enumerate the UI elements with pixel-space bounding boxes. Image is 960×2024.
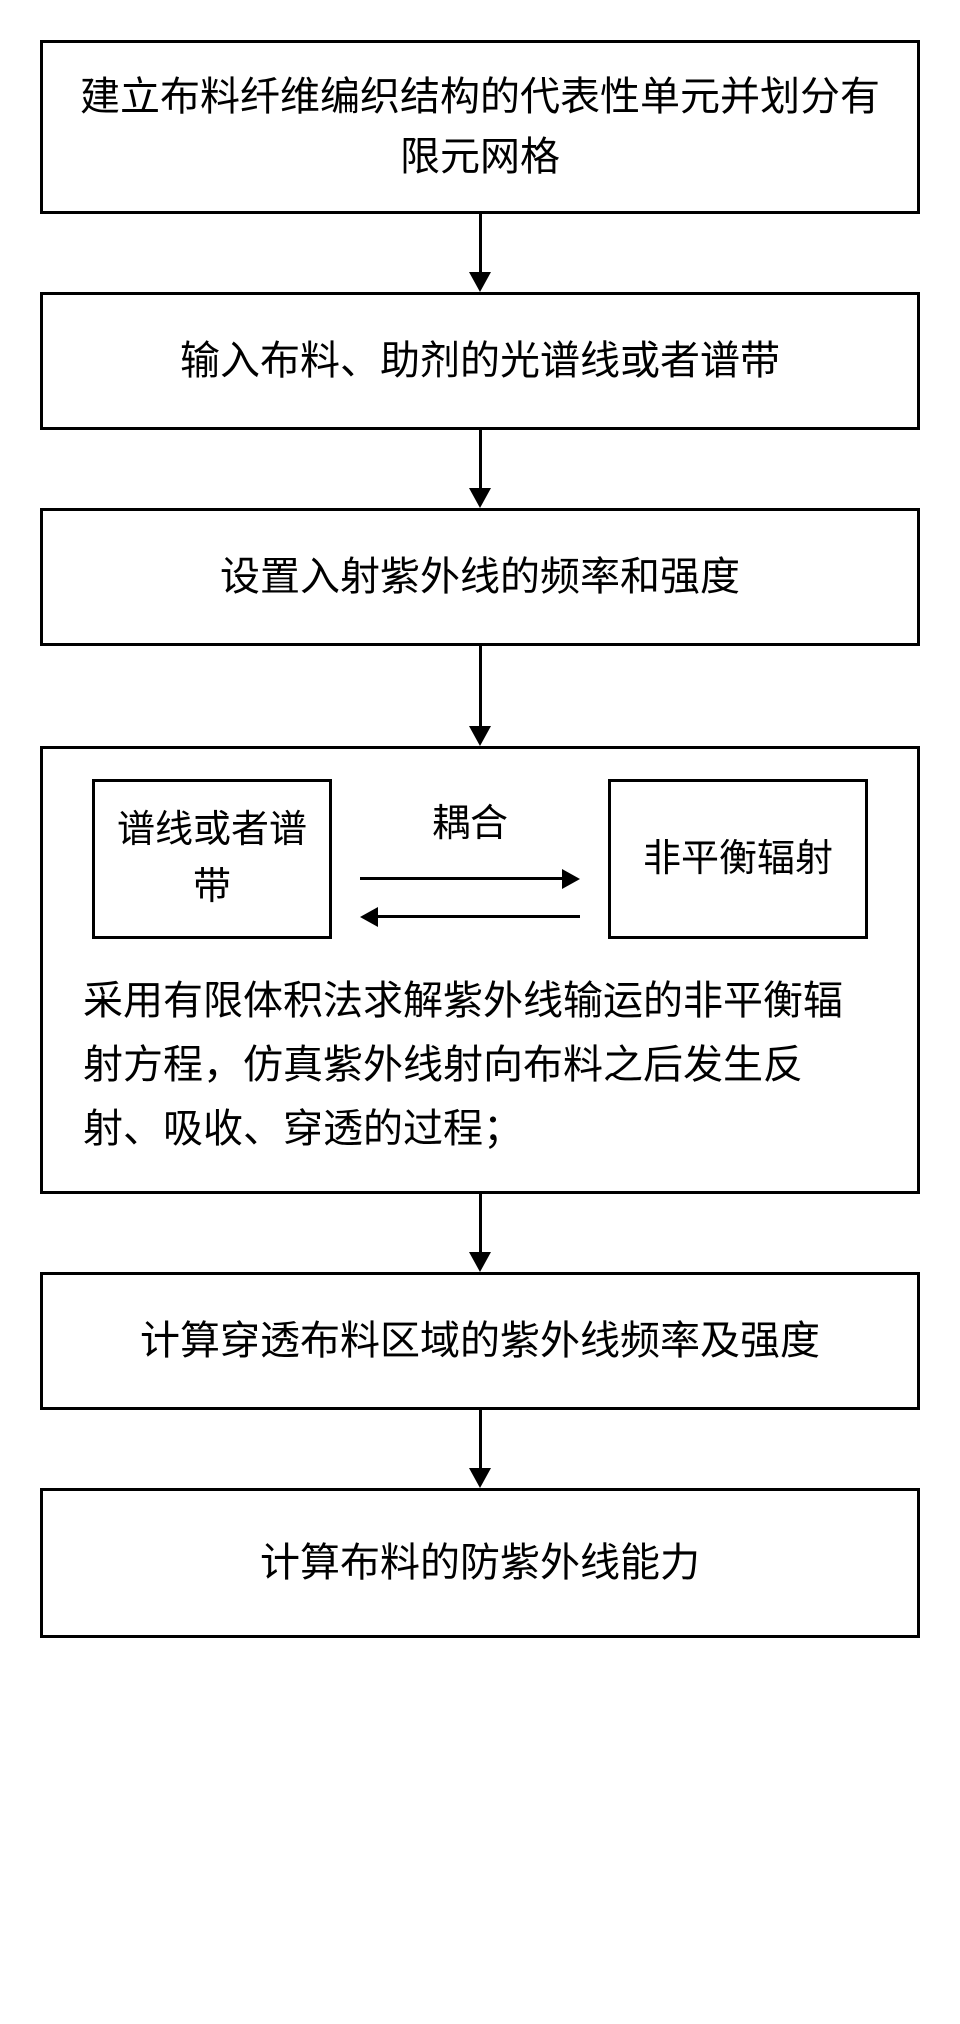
flow-step-2: 输入布料、助剂的光谱线或者谱带 <box>40 292 920 430</box>
flow-step-6-text: 计算布料的防紫外线能力 <box>260 1533 700 1593</box>
coupling-row: 谱线或者谱带 耦合 非平衡辐射 <box>83 779 877 939</box>
coupling-left-box: 谱线或者谱带 <box>92 779 332 939</box>
coupling-left-text: 谱线或者谱带 <box>115 802 309 916</box>
flow-step-3-text: 设置入射紫外线的频率和强度 <box>220 547 740 607</box>
flow-step-1-text: 建立布料纤维编织结构的代表性单元并划分有限元网格 <box>73 67 887 187</box>
arrow-2-3 <box>469 430 491 508</box>
flow-step-3: 设置入射紫外线的频率和强度 <box>40 508 920 646</box>
coupling-arrow-right <box>360 869 580 889</box>
flow-step-1: 建立布料纤维编织结构的代表性单元并划分有限元网格 <box>40 40 920 214</box>
flow-step-2-text: 输入布料、助剂的光谱线或者谱带 <box>180 331 780 391</box>
flow-step-5-text: 计算穿透布料区域的紫外线频率及强度 <box>140 1311 820 1371</box>
coupling-description: 采用有限体积法求解紫外线输运的非平衡辐射方程，仿真紫外线射向布料之后发生反射、吸… <box>83 969 877 1161</box>
coupling-arrows: 耦合 <box>332 792 608 927</box>
arrow-4-5 <box>469 1194 491 1272</box>
arrow-5-6 <box>469 1410 491 1488</box>
coupling-right-text: 非平衡辐射 <box>643 831 833 888</box>
flow-step-6: 计算布料的防紫外线能力 <box>40 1488 920 1638</box>
coupling-label: 耦合 <box>432 792 508 847</box>
coupling-arrow-left <box>360 907 580 927</box>
flow-step-5: 计算穿透布料区域的紫外线频率及强度 <box>40 1272 920 1410</box>
arrow-1-2 <box>469 214 491 292</box>
flow-step-coupling: 谱线或者谱带 耦合 非平衡辐射 采用有限体积法求解紫外线输运的非平衡辐射方程，仿… <box>40 746 920 1194</box>
arrow-3-4 <box>469 646 491 746</box>
coupling-right-box: 非平衡辐射 <box>608 779 868 939</box>
